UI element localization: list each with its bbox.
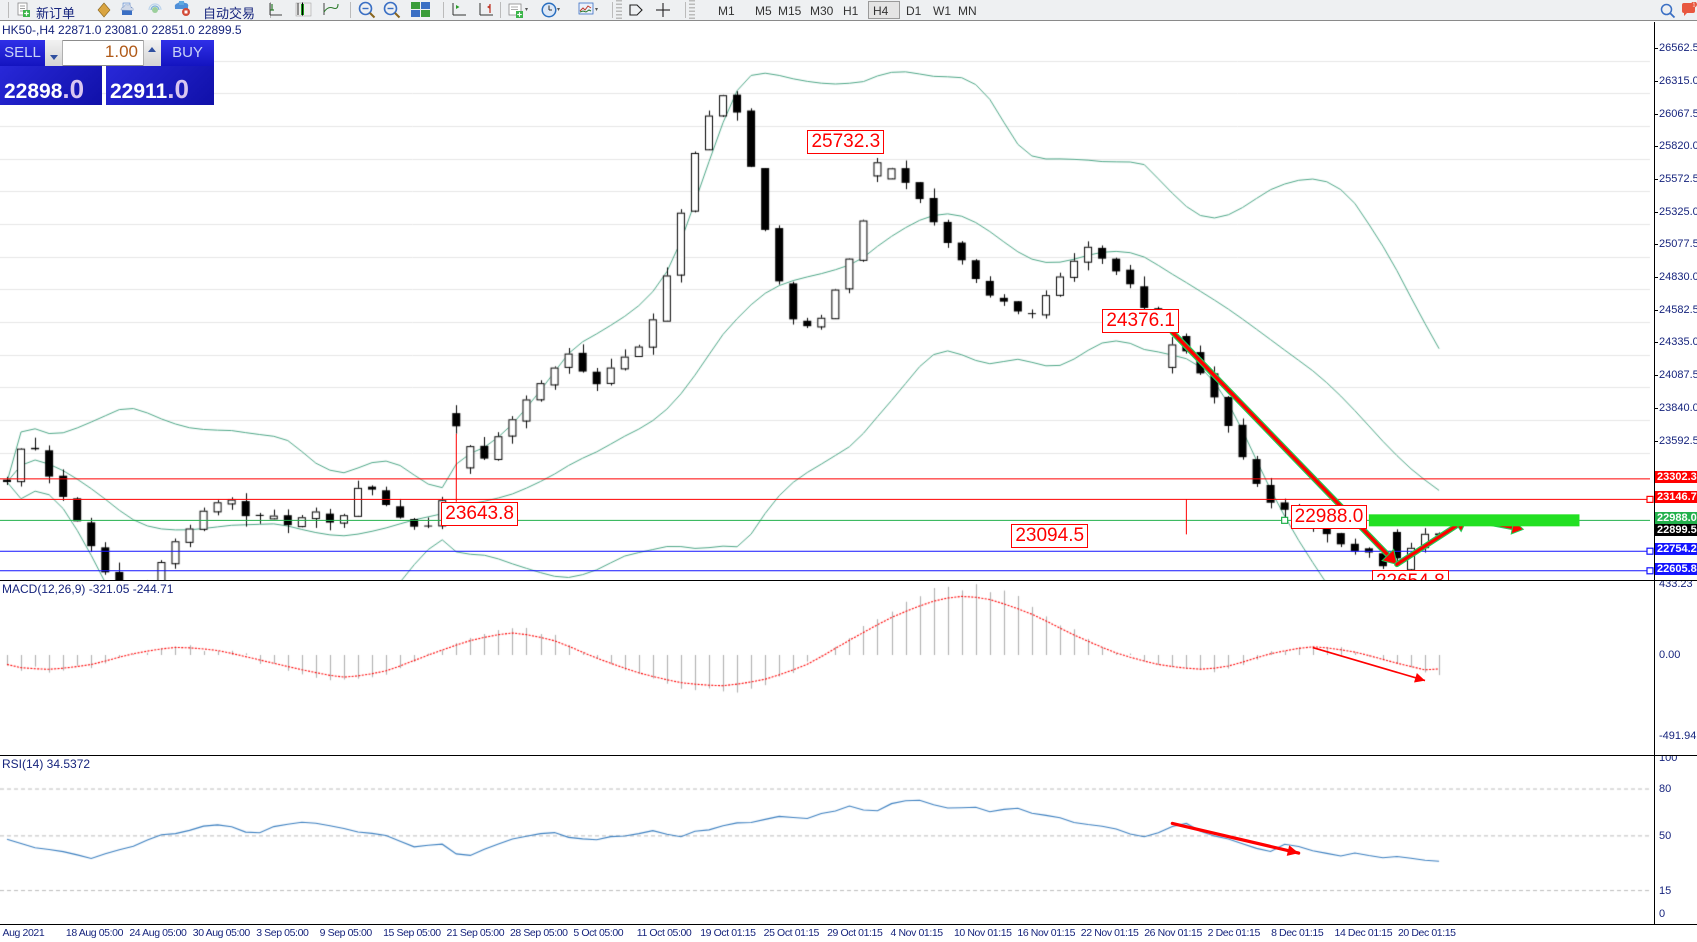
svg-text:1: 1 bbox=[1693, 2, 1696, 8]
